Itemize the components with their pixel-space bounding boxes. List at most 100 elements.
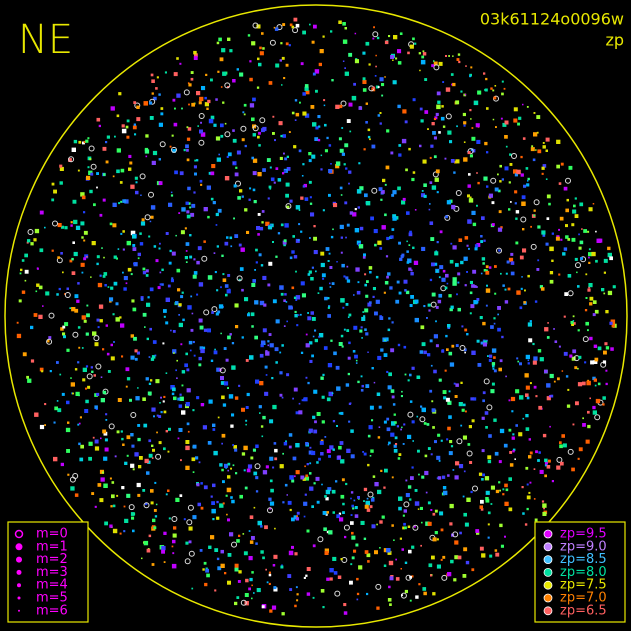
star — [368, 425, 373, 430]
star — [510, 261, 515, 265]
star — [96, 117, 101, 122]
star — [72, 331, 79, 338]
star — [456, 58, 460, 61]
star — [354, 354, 358, 359]
star — [196, 159, 199, 162]
star — [289, 508, 292, 512]
star — [16, 321, 19, 324]
star — [153, 509, 157, 512]
star — [445, 87, 451, 92]
star — [449, 140, 453, 144]
star — [193, 354, 196, 357]
star — [545, 137, 550, 142]
star — [401, 426, 403, 429]
star — [367, 463, 370, 467]
star — [485, 77, 488, 81]
star — [355, 543, 359, 547]
star — [236, 539, 240, 543]
star — [356, 189, 362, 194]
star — [413, 525, 416, 528]
star — [140, 194, 142, 196]
star — [456, 293, 458, 296]
star — [296, 324, 299, 327]
star — [238, 384, 241, 387]
star — [320, 262, 325, 268]
star — [502, 284, 505, 287]
star — [407, 525, 411, 528]
star — [163, 561, 166, 563]
star — [446, 348, 449, 351]
star — [142, 271, 147, 275]
star — [487, 523, 490, 526]
star — [477, 90, 482, 95]
star — [126, 240, 131, 246]
star — [454, 555, 459, 560]
star — [147, 391, 152, 396]
star — [75, 391, 80, 396]
star — [395, 57, 398, 60]
star — [88, 441, 93, 446]
star — [403, 522, 406, 526]
star — [92, 331, 97, 336]
star — [284, 483, 288, 487]
star — [357, 496, 360, 499]
star — [422, 52, 427, 56]
star — [279, 371, 283, 375]
star — [285, 301, 288, 303]
star — [329, 445, 334, 450]
star — [312, 544, 316, 548]
star — [293, 296, 297, 299]
star — [222, 71, 227, 76]
star — [527, 322, 532, 327]
star — [192, 274, 197, 279]
star — [311, 154, 316, 159]
star — [186, 214, 191, 219]
star — [259, 226, 264, 231]
star — [355, 362, 358, 364]
star — [386, 548, 391, 553]
star — [27, 239, 31, 243]
star — [398, 144, 402, 147]
star — [233, 217, 235, 220]
star — [401, 390, 403, 393]
star — [454, 540, 459, 545]
star — [249, 103, 255, 108]
star — [343, 603, 347, 607]
star — [131, 299, 135, 303]
star — [411, 545, 415, 549]
star — [349, 130, 352, 133]
star — [330, 30, 333, 33]
star — [255, 379, 260, 384]
star — [387, 443, 390, 446]
star — [372, 31, 379, 38]
star — [521, 201, 526, 206]
star — [592, 376, 596, 381]
star — [404, 561, 408, 564]
star — [472, 149, 476, 153]
star — [588, 252, 593, 257]
star — [153, 526, 157, 530]
star — [259, 46, 262, 50]
star — [470, 118, 472, 120]
star — [132, 247, 137, 251]
star — [295, 23, 300, 28]
star — [535, 395, 538, 398]
star — [340, 334, 344, 338]
star — [512, 450, 515, 453]
star — [512, 433, 515, 436]
star — [537, 259, 540, 262]
star — [205, 568, 209, 573]
star — [573, 204, 576, 208]
star — [241, 138, 245, 142]
star — [308, 450, 313, 455]
star — [105, 160, 109, 164]
star — [272, 299, 277, 304]
star — [367, 491, 374, 498]
star — [431, 122, 435, 126]
star — [519, 362, 522, 366]
star — [310, 277, 314, 281]
star — [222, 278, 227, 282]
star — [494, 85, 497, 87]
star — [301, 175, 304, 177]
star — [427, 447, 431, 450]
